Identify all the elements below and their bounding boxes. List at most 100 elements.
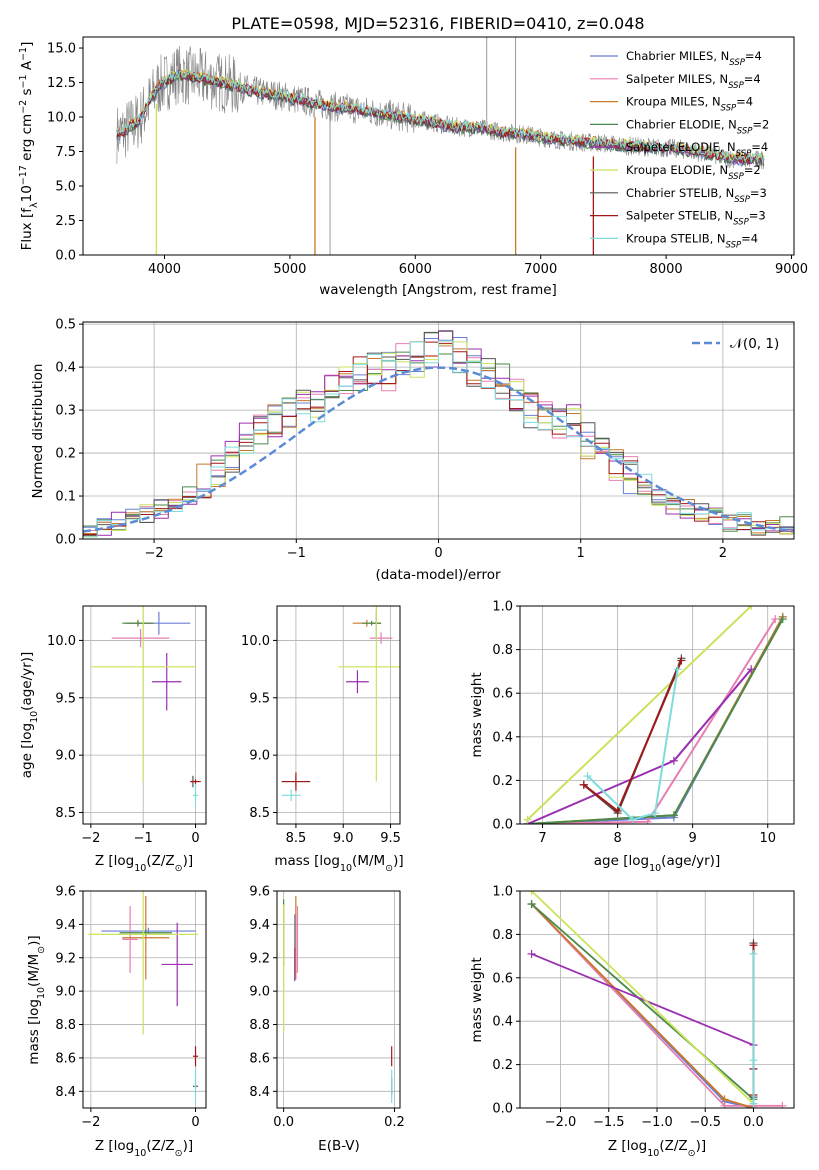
mw-z-line	[530, 891, 755, 1105]
mw-age-ylabel: mass weight	[469, 672, 485, 757]
tick-label-y: 9.6	[249, 885, 270, 900]
tick-label-y: 0.1	[55, 490, 76, 505]
label-part: 10	[134, 1148, 146, 1159]
label-part: (age/yr)]	[19, 652, 35, 711]
label-part: ]	[19, 42, 35, 47]
mw-z-axes: −2.0 −1.5 −1.0 −0.5 0.0 0.0 0.2 0.4 0.6 0.8 1.0	[492, 885, 795, 1130]
tick-label-y: 0.8	[492, 643, 513, 658]
label-part: ⊙	[688, 1148, 696, 1159]
legend-part: Salpeter MILES, N	[626, 72, 728, 86]
legend-part: SSP	[736, 149, 752, 159]
legend-part: SSP	[726, 240, 742, 250]
tick-label-x: −2.0	[545, 1115, 577, 1130]
legend-part: =4	[751, 140, 768, 154]
residuals-ylabel: Normed distribution	[30, 364, 46, 499]
mw-z-line	[531, 953, 754, 1046]
label-part: −1	[18, 47, 29, 61]
tick-label-y: 0.5	[55, 318, 76, 333]
tick-label-x: 0	[191, 831, 199, 846]
tick-label-x: −2	[81, 1115, 100, 1130]
tick-label-y: 0.6	[492, 971, 513, 986]
mw-age-line	[526, 606, 752, 821]
tick-label-y: 8.6	[249, 1051, 270, 1066]
legend-part: =4	[736, 95, 753, 109]
tick-label-x: 0.0	[743, 1115, 764, 1130]
label-part: (M/M	[26, 954, 42, 987]
label-part: mass [log	[274, 853, 340, 869]
mass-z-axes: −2 0 8.4 8.6 8.8 9.0 9.2 9.4 9.6	[55, 885, 207, 1130]
legend-part: =4	[741, 231, 758, 245]
tick-label-x: 0	[191, 1115, 199, 1130]
legend-entry: Kroupa STELIB, NSSP=4	[626, 231, 758, 250]
label-part: )]	[183, 1138, 194, 1154]
label-part: 10	[649, 863, 661, 874]
tick-label-x: 7000	[524, 262, 557, 277]
mw-z-ylabel: mass weight	[469, 957, 485, 1042]
mw-age-line	[527, 668, 752, 824]
label-part: 10	[647, 1148, 659, 1159]
tick-label-x: 9.5	[380, 831, 401, 846]
label-part: −2	[18, 100, 29, 114]
legend-part: Chabrier MILES, N	[626, 49, 729, 63]
histogram-8	[83, 340, 794, 538]
legend-part: SSP	[729, 58, 745, 68]
label-part: (Z/Z	[659, 1138, 687, 1154]
mw-z-line	[530, 903, 783, 1107]
legend-part: =4	[745, 49, 762, 63]
tick-label-y: 0.4	[492, 730, 513, 745]
tick-label-x: 6000	[399, 262, 432, 277]
label-part: 10	[19, 185, 35, 202]
tick-label-y: 0.4	[492, 1015, 513, 1030]
tick-label-x: 10	[759, 831, 776, 846]
tick-label-y: 8.6	[55, 1051, 76, 1066]
label-part: age [log	[19, 723, 35, 778]
tick-label-y: 0.8	[492, 928, 513, 943]
tick-label-x: 0.2	[384, 1115, 405, 1130]
tick-label-y: 9.0	[249, 749, 270, 764]
tick-label-y: 9.0	[55, 749, 76, 764]
age-mass-axes: 8.5 9.0 9.5 8.5 9.0 9.5 10.0	[241, 605, 401, 846]
spectrum-xlabel: wavelength [Angstrom, rest frame]	[319, 282, 557, 298]
mw-z-xlabel: Z [log10(Z/Z⊙)]	[608, 1138, 706, 1159]
tick-label-y: 8.8	[55, 1018, 76, 1033]
model-fit-7	[116, 70, 765, 165]
age-z-xlabel: Z [log10(Z/Z⊙)]	[95, 853, 193, 874]
label-part: erg cm	[19, 114, 35, 165]
label-part: ⊙	[175, 863, 183, 874]
label-part: ⊙	[36, 946, 47, 954]
label-part: 10	[29, 711, 40, 723]
label-part: s	[19, 88, 35, 99]
axes-frame	[276, 890, 401, 1109]
tick-label-x: 8.5	[286, 831, 307, 846]
legend-part: SSP	[734, 195, 750, 205]
tick-label-y: 0.3	[55, 404, 76, 419]
plot-area	[283, 896, 393, 1103]
tick-label-x: 5000	[273, 262, 306, 277]
tick-label-y: 9.6	[55, 885, 76, 900]
label-part: )]	[696, 1138, 707, 1154]
plot-area	[523, 606, 787, 824]
tick-label-y: 0.6	[492, 687, 513, 702]
age-z-axes: −2 −1 0 8.5 9.0 9.5 10.0	[47, 605, 207, 846]
label-part: λ	[29, 202, 40, 208]
legend-part: Kroupa MILES, N	[626, 95, 721, 109]
legend-part: SSP	[728, 81, 744, 91]
legend-entry: Chabrier MILES, NSSP=4	[626, 49, 762, 68]
tick-label-y: 0.4	[55, 361, 76, 376]
label-part: (Z/Z	[146, 1138, 174, 1154]
tick-label-y: 8.8	[249, 1018, 270, 1033]
label-part: 10	[134, 863, 146, 874]
tick-label-x: 8000	[650, 262, 683, 277]
legend-entry: Salpeter STELIB, NSSP=3	[626, 209, 766, 228]
plot-area	[88, 891, 199, 1103]
axes-frame	[519, 605, 795, 825]
mw-age-xlabel: age [log10(age/yr)]	[594, 853, 720, 874]
tick-label-x: 9.0	[333, 831, 354, 846]
legend-part: SSP	[728, 172, 744, 182]
tick-label-x: 2	[719, 546, 727, 561]
tick-label-x: 0.0	[273, 1115, 294, 1130]
tick-label-y: 0.2	[492, 1058, 513, 1073]
tick-label-y: 8.5	[249, 806, 270, 821]
mass-z-ylabel: mass [log10(M/M⊙)]	[26, 935, 47, 1064]
